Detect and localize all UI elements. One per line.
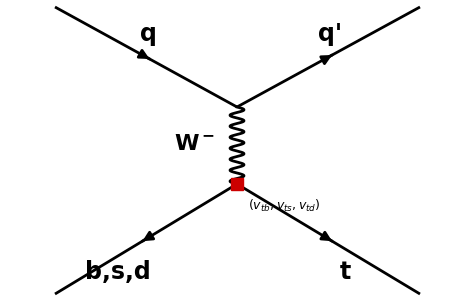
Text: q: q bbox=[139, 22, 156, 46]
Text: t: t bbox=[339, 260, 351, 284]
Text: b,s,d: b,s,d bbox=[85, 260, 151, 284]
Bar bbox=[231, 178, 243, 190]
Text: $(v_{tb},v_{ts},v_{td})$: $(v_{tb},v_{ts},v_{td})$ bbox=[248, 198, 321, 214]
Text: $\mathbf{W^-}$: $\mathbf{W^-}$ bbox=[174, 134, 216, 154]
Text: q': q' bbox=[318, 22, 342, 46]
